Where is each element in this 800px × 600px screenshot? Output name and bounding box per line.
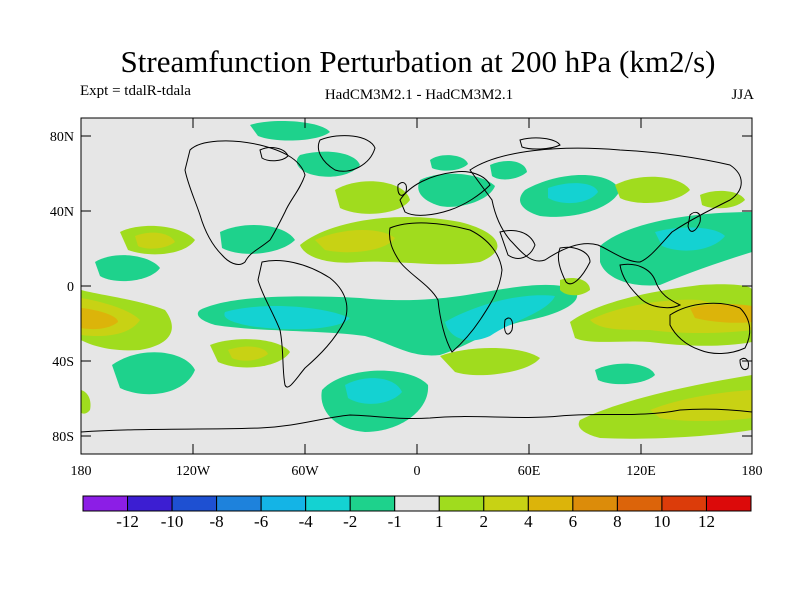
negative-anomaly-region xyxy=(296,151,360,177)
negative-anomaly-region xyxy=(112,352,195,395)
colorbar-swatch xyxy=(82,495,129,512)
colorbar-swatch xyxy=(216,495,262,512)
positive-anomaly-region xyxy=(81,390,91,414)
x-tick-label: 180 xyxy=(742,464,763,479)
negative-anomaly-region xyxy=(220,225,295,254)
colorbar-label: 10 xyxy=(653,512,670,531)
colorbar-swatch xyxy=(705,495,752,512)
coastline-uk xyxy=(397,182,407,196)
colorbar-label: -6 xyxy=(254,512,268,531)
positive-anomaly-region xyxy=(560,278,590,296)
coastline-arctic-islands xyxy=(259,147,289,162)
colorbar-label: -10 xyxy=(161,512,184,531)
colorbar-label: -12 xyxy=(116,512,139,531)
colorbar-swatch xyxy=(483,495,529,512)
coastline-asia xyxy=(469,147,742,263)
coastline-arabia xyxy=(499,230,536,259)
y-tick-label: 80N xyxy=(50,130,74,145)
negative-anomaly-core xyxy=(548,183,598,204)
y-tick-label: 80S xyxy=(52,430,74,445)
season-label: JJA xyxy=(731,87,754,103)
experiment-label: Expt = tdalR-tdala xyxy=(80,83,191,99)
y-tick-label: 40S xyxy=(52,355,74,370)
map-title: Streamfunction Perturbation at 200 hPa (… xyxy=(120,44,716,79)
colorbar-swatch xyxy=(616,495,663,512)
negative-anomaly-core xyxy=(655,227,725,251)
colorbar-swatch xyxy=(438,495,485,512)
coastline-antarctica xyxy=(81,408,752,433)
model-label: HadCM3M2.1 - HadCM3M2.1 xyxy=(324,87,514,103)
colorbar-swatch xyxy=(305,495,351,512)
colorbar-swatch xyxy=(171,495,218,512)
positive-anomaly-core xyxy=(650,390,752,421)
negative-anomaly-region xyxy=(95,255,160,282)
positive-anomaly-region xyxy=(615,176,690,203)
colorbar-label: 2 xyxy=(480,512,489,531)
x-tick-label: 60W xyxy=(291,464,319,479)
colorbar-label: 8 xyxy=(613,512,622,531)
coastline-japan xyxy=(687,211,701,232)
negative-anomaly-region xyxy=(430,155,468,171)
colorbar-label: 6 xyxy=(569,512,578,531)
x-axis xyxy=(192,118,642,454)
coastline-india xyxy=(557,246,591,285)
coastline-europe xyxy=(399,171,491,216)
colorbar-swatch xyxy=(572,495,618,512)
y-tick-labels: 80N 40N 0 40S 80S xyxy=(50,130,74,445)
colorbar-swatch xyxy=(260,495,307,512)
negative-anomaly-region xyxy=(418,173,495,207)
coastline-greenland xyxy=(317,135,376,172)
colorbar-label: -2 xyxy=(343,512,357,531)
positive-anomaly-core xyxy=(228,346,268,361)
colorbar-swatch xyxy=(349,495,396,512)
coastlines xyxy=(81,135,752,433)
positive-anomaly-peak xyxy=(81,308,118,330)
positive-anomaly-region xyxy=(335,181,410,214)
map-plot-area xyxy=(81,118,752,454)
x-tick-label: 60E xyxy=(518,464,541,479)
positive-anomaly-peak xyxy=(690,304,752,323)
coastline-new-zealand xyxy=(739,357,749,371)
negative-anomaly-core xyxy=(445,295,555,341)
colorbar: -12 -10 -8 -6 -4 -2 -1 1 2 4 6 8 10 12 xyxy=(82,495,752,531)
negative-anomaly-core xyxy=(224,306,350,330)
coastline-africa xyxy=(389,222,503,353)
colorbar-swatch xyxy=(127,495,173,512)
coastline-madagascar xyxy=(504,317,513,335)
x-tick-label: 180 xyxy=(71,464,92,479)
negative-anomaly-region xyxy=(197,284,578,356)
positive-anomaly-core xyxy=(135,232,175,249)
colorbar-swatch xyxy=(394,495,440,512)
colorbar-swatch xyxy=(527,495,574,512)
colorbar-label: 1 xyxy=(435,512,444,531)
coastline-southeast-asia xyxy=(619,263,682,309)
x-tick-label: 0 xyxy=(414,464,421,479)
coastline-arctic-islands xyxy=(519,137,561,150)
negative-anomaly-region xyxy=(595,363,655,385)
positive-anomaly-core xyxy=(315,229,395,253)
x-tick-label: 120E xyxy=(626,464,656,479)
colorbar-label: -8 xyxy=(210,512,224,531)
positive-anomaly-region xyxy=(700,190,745,209)
colorbar-label: 12 xyxy=(698,512,715,531)
coastline-south-america xyxy=(257,260,348,388)
coastline-australia xyxy=(669,302,751,354)
x-tick-label: 120W xyxy=(176,464,211,479)
coastline-north-america xyxy=(184,140,306,265)
positive-anomaly-region xyxy=(300,216,498,265)
colorbar-label: 4 xyxy=(524,512,533,531)
colorbar-label: -1 xyxy=(388,512,402,531)
colorbar-swatch xyxy=(661,495,707,512)
y-axis xyxy=(81,135,752,437)
negative-anomaly-region xyxy=(490,160,527,180)
contour-fill-layer xyxy=(81,120,752,439)
x-tick-labels: 180 120W 60W 0 60E 120E 180 xyxy=(71,464,763,479)
y-tick-label: 40N xyxy=(50,205,74,220)
colorbar-label: -4 xyxy=(299,512,314,531)
negative-anomaly-region xyxy=(250,120,330,141)
positive-anomaly-region xyxy=(440,347,540,376)
y-tick-label: 0 xyxy=(67,280,74,295)
negative-anomaly-core xyxy=(345,378,402,404)
